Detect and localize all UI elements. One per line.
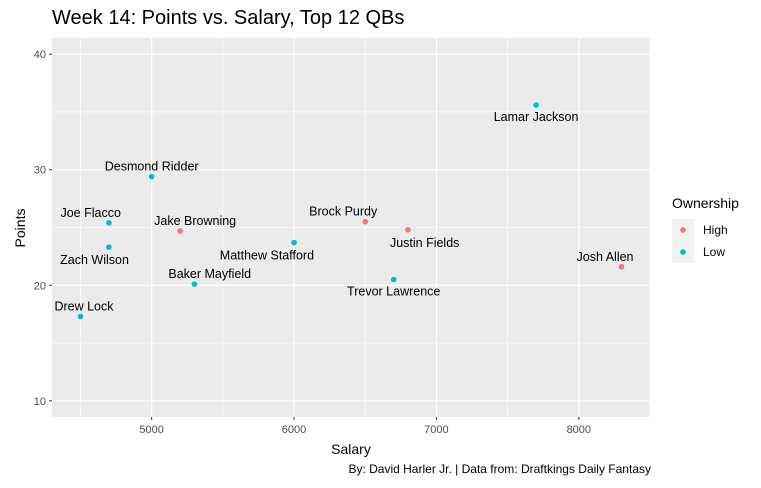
legend-label-high: High: [703, 223, 728, 237]
point-label-jake-browning: Jake Browning: [154, 214, 236, 228]
legend-title: Ownership: [672, 195, 739, 211]
point-joe-flacco: [106, 220, 112, 226]
axes: 5000 6000 7000 8000 10 20 30 40: [34, 49, 591, 436]
x-axis-title: Salary: [331, 441, 371, 457]
point-baker-mayfield: [191, 281, 198, 287]
point-drew-lock: [77, 313, 84, 320]
y-tick-label: 40: [34, 49, 46, 61]
legend-swatch-low: [680, 249, 686, 255]
x-tick-label: 5000: [139, 424, 163, 436]
point-label-baker-mayfield: Baker Mayfield: [168, 267, 251, 281]
legend: Ownership High Low: [672, 195, 739, 263]
point-zach-wilson: [106, 244, 112, 250]
y-tick-label: 30: [34, 165, 46, 177]
point-label-joe-flacco: Joe Flacco: [60, 206, 120, 220]
chart-title: Week 14: Points vs. Salary, Top 12 QBs: [52, 7, 405, 29]
point-label-drew-lock: Drew Lock: [54, 299, 114, 313]
grid-lines: [52, 38, 651, 417]
point-brock-purdy: [362, 218, 369, 225]
point-label-matthew-stafford: Matthew Stafford: [220, 249, 314, 263]
point-label-justin-fields: Justin Fields: [390, 236, 459, 250]
y-tick-label: 20: [34, 280, 46, 292]
point-label-trevor-lawrence: Trevor Lawrence: [347, 284, 440, 298]
point-label-brock-purdy: Brock Purdy: [309, 205, 378, 219]
point-label-lamar-jackson: Lamar Jackson: [494, 110, 579, 124]
point-jake-browning: [177, 228, 183, 234]
legend-label-low: Low: [703, 245, 725, 259]
point-lamar-jackson: [533, 102, 539, 108]
x-tick-label: 6000: [282, 424, 306, 436]
chart-caption: By: David Harler Jr. | Data from: Draftk…: [348, 462, 651, 476]
point-justin-fields: [405, 227, 411, 233]
point-trevor-lawrence: [390, 276, 397, 283]
legend-swatch-high: [680, 227, 686, 233]
point-label-desmond-ridder: Desmond Ridder: [105, 160, 199, 174]
data-points: [77, 102, 625, 320]
point-desmond-ridder: [148, 173, 155, 180]
point-label-josh-allen: Josh Allen: [577, 250, 634, 264]
y-tick-label: 10: [34, 396, 46, 408]
point-label-zach-wilson: Zach Wilson: [60, 253, 129, 267]
y-axis-title: Points: [12, 209, 28, 248]
x-tick-label: 8000: [567, 424, 591, 436]
point-matthew-stafford: [291, 239, 297, 246]
point-labels: Lamar Jackson Desmond Ridder Joe Flacco Jak…: [54, 110, 633, 313]
point-josh-allen: [618, 263, 625, 270]
x-tick-label: 7000: [424, 424, 448, 436]
